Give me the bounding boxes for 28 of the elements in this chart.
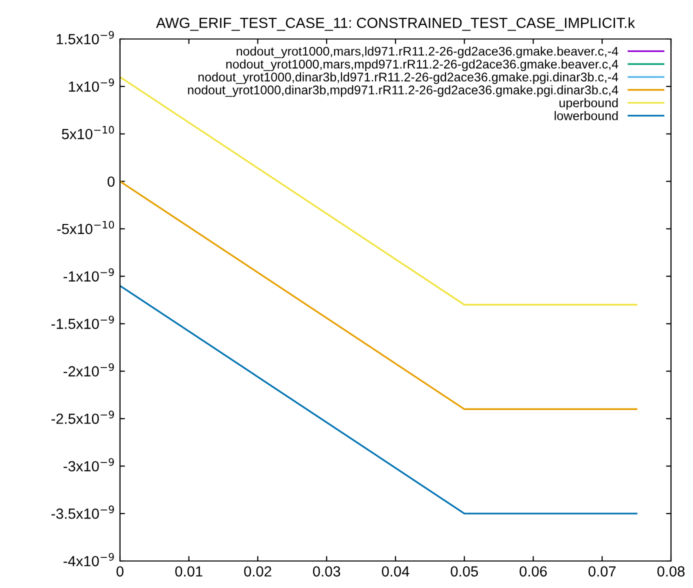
x-tick-label: 0.01 [175,566,202,577]
legend-label: nodout_yrot1000,mars,ld971.rR11.2-26-gd2ace36.gmake.beaver.c,-4 [236,46,618,58]
y-tick-label: 0 [108,176,115,187]
y-tick-label: -1x10$^{−9}$ [64,268,114,282]
y-tick-label: -5x10$^{−10}$ [57,220,114,234]
y-tick-label: -3x10$^{−9}$ [64,458,114,472]
legend-label: nodout_yrot1000,dinar3b,mpd971.rR11.2-26-gd2ace36.gmake.pgi.dinar3b.c,4 [188,85,618,97]
y-tick-label: -4x10$^{−9}$ [64,553,114,566]
x-tick-label: 0 [116,566,124,577]
chart-title: AWG_ERIF_TEST_CASE_11: CONSTRAINED_TEST_CASE_IMPLICIT.k [156,17,635,31]
y-tick-label: -1.5x10$^{−9}$ [51,316,114,330]
legend-label: nodout_yrot1000,mars,mpd971.rR11.2-26-gd2ace36.gmake.beaver.c,4 [226,59,618,72]
y-tick-label: -2x10$^{−9}$ [64,363,114,376]
y-tick-label: -2.5x10$^{−9}$ [51,410,114,424]
x-tick-label: 0.06 [520,566,547,577]
y-tick-label: 1.5x10$^{−9}$ [56,31,114,44]
legend-label: uperbound [560,98,618,110]
y-tick-label: -3.5x10$^{−9}$ [51,506,114,519]
x-tick-label: 0.03 [313,566,340,577]
x-tick-label: 0.08 [657,566,685,577]
x-tick-label: 0.02 [244,566,272,577]
legend-label: nodout_yrot1000,dinar3b,ld971.rR11.2-26-gd2ace36.gmake.pgi.dinar3b.c,-4 [198,72,618,84]
x-tick-label: 0.04 [382,566,410,577]
x-tick-label: 0.07 [588,566,616,577]
y-tick-label: 1x10$^{−9}$ [69,78,114,92]
y-tick-label: 5x10$^{−10}$ [62,126,114,140]
x-tick-label: 0.05 [450,566,478,577]
legend-label: lowerbound [554,111,618,120]
